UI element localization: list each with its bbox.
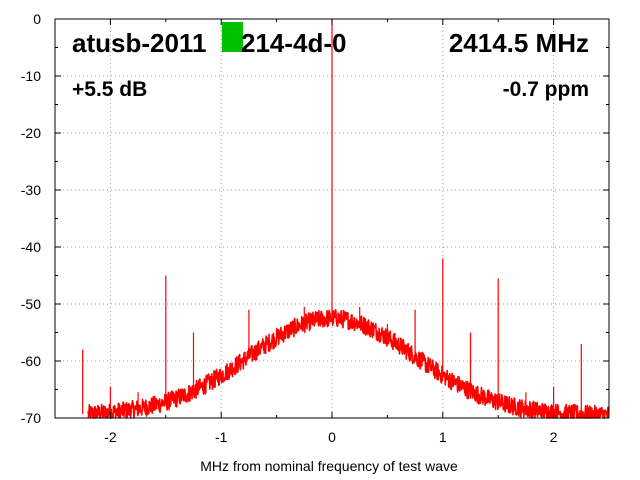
status-marker bbox=[222, 22, 243, 52]
x-tick-label: 2 bbox=[550, 429, 558, 445]
x-axis-label: MHz from nominal frequency of test wave bbox=[200, 458, 458, 474]
y-tick-label: -50 bbox=[21, 296, 41, 312]
frequency-readout: 2414.5 MHz bbox=[449, 28, 589, 58]
axis-ticks bbox=[54, 18, 610, 419]
spur-series bbox=[82, 19, 582, 415]
noise-floor-line bbox=[87, 309, 610, 419]
y-tick-label: -30 bbox=[21, 182, 41, 198]
y-tick-label: -40 bbox=[21, 239, 41, 255]
device-title-suffix: 214-4d-0 bbox=[241, 28, 347, 58]
y-tick-label: -10 bbox=[21, 68, 41, 84]
ppm-readout: -0.7 ppm bbox=[503, 78, 589, 101]
x-tick-label: 0 bbox=[328, 429, 336, 445]
y-tick-label: -70 bbox=[21, 410, 41, 426]
gain-readout: +5.5 dB bbox=[72, 78, 147, 101]
x-tick-label: -1 bbox=[215, 429, 228, 445]
x-tick-label: 1 bbox=[439, 429, 447, 445]
x-tick-labels: -2 -1 0 1 2 bbox=[104, 429, 558, 445]
y-tick-label: -60 bbox=[21, 353, 41, 369]
y-tick-label: 0 bbox=[33, 11, 41, 27]
x-tick-label: -2 bbox=[104, 429, 117, 445]
y-tick-labels: 0 -10 -20 -30 -40 -50 -60 -70 bbox=[21, 11, 41, 426]
device-title: atusb-2011 bbox=[72, 28, 206, 58]
noise-floor-series bbox=[87, 309, 610, 419]
y-tick-label: -20 bbox=[21, 125, 41, 141]
